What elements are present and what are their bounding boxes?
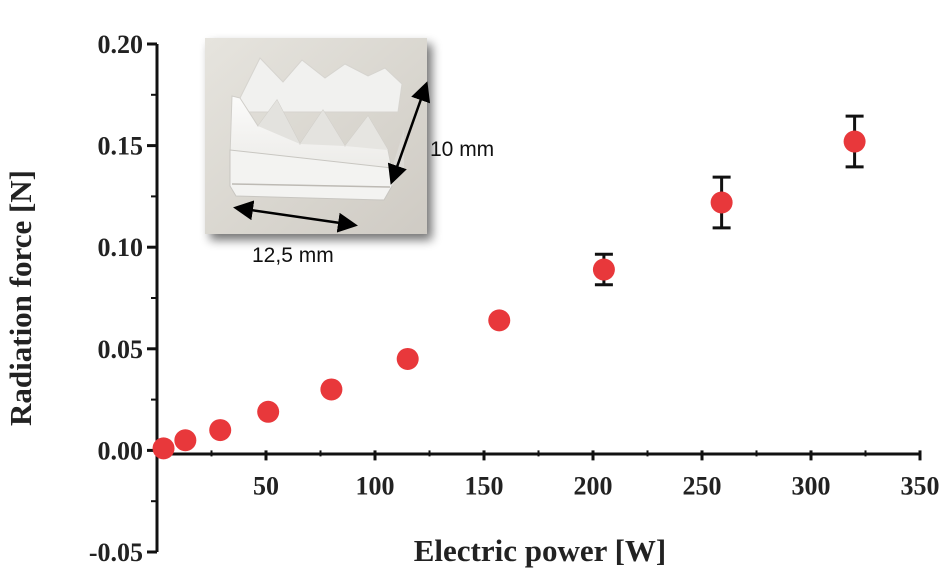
data-points (152, 130, 866, 460)
foam-shadow-3 (345, 116, 388, 150)
x-tick-label: 250 (683, 471, 722, 500)
y-tick-label: 0.15 (98, 132, 144, 161)
x-tick-label: 300 (792, 471, 831, 500)
x-tick-label: 350 (901, 471, 940, 500)
height-arrow (387, 81, 431, 185)
foam-shadow-1 (258, 100, 300, 144)
data-point (320, 378, 343, 401)
data-point (257, 400, 280, 423)
x-tick-label: 200 (574, 471, 613, 500)
foam-back-row (237, 57, 403, 113)
width-dimension-label: 12,5 mm (252, 244, 334, 267)
height-dimension-label: 10 mm (430, 138, 494, 161)
width-arrow (233, 200, 358, 233)
foam-shadow-2 (300, 110, 345, 146)
data-point (710, 191, 733, 214)
data-point (209, 419, 232, 442)
x-axis-title: Electric power [W] (414, 533, 667, 568)
x-tick-label: 100 (356, 471, 395, 500)
y-tick-label: 0.20 (98, 30, 144, 59)
x-tick-label: 150 (465, 471, 504, 500)
y-axis-title: Radiation force [N] (3, 170, 38, 426)
y-tick-label: 0.05 (98, 335, 144, 364)
data-point (174, 429, 197, 452)
foam-base-edge (231, 183, 391, 188)
y-tick-label: 0.10 (98, 233, 144, 262)
tick-labels: -0.05 0.00 0.05 0.10 0.15 0.20 50 100 150 200 250 3… (89, 30, 940, 567)
tick-marks (147, 42, 922, 554)
data-point (152, 437, 175, 460)
data-point (592, 258, 615, 281)
data-point (488, 309, 511, 332)
y-tick-label: -0.05 (89, 538, 143, 567)
y-tick-label: 0.00 (98, 436, 144, 465)
x-tick-label: 50 (253, 471, 279, 500)
data-point (396, 347, 419, 370)
inset-photo: 10 mm 12,5 mm (205, 38, 494, 267)
data-point (843, 130, 866, 153)
